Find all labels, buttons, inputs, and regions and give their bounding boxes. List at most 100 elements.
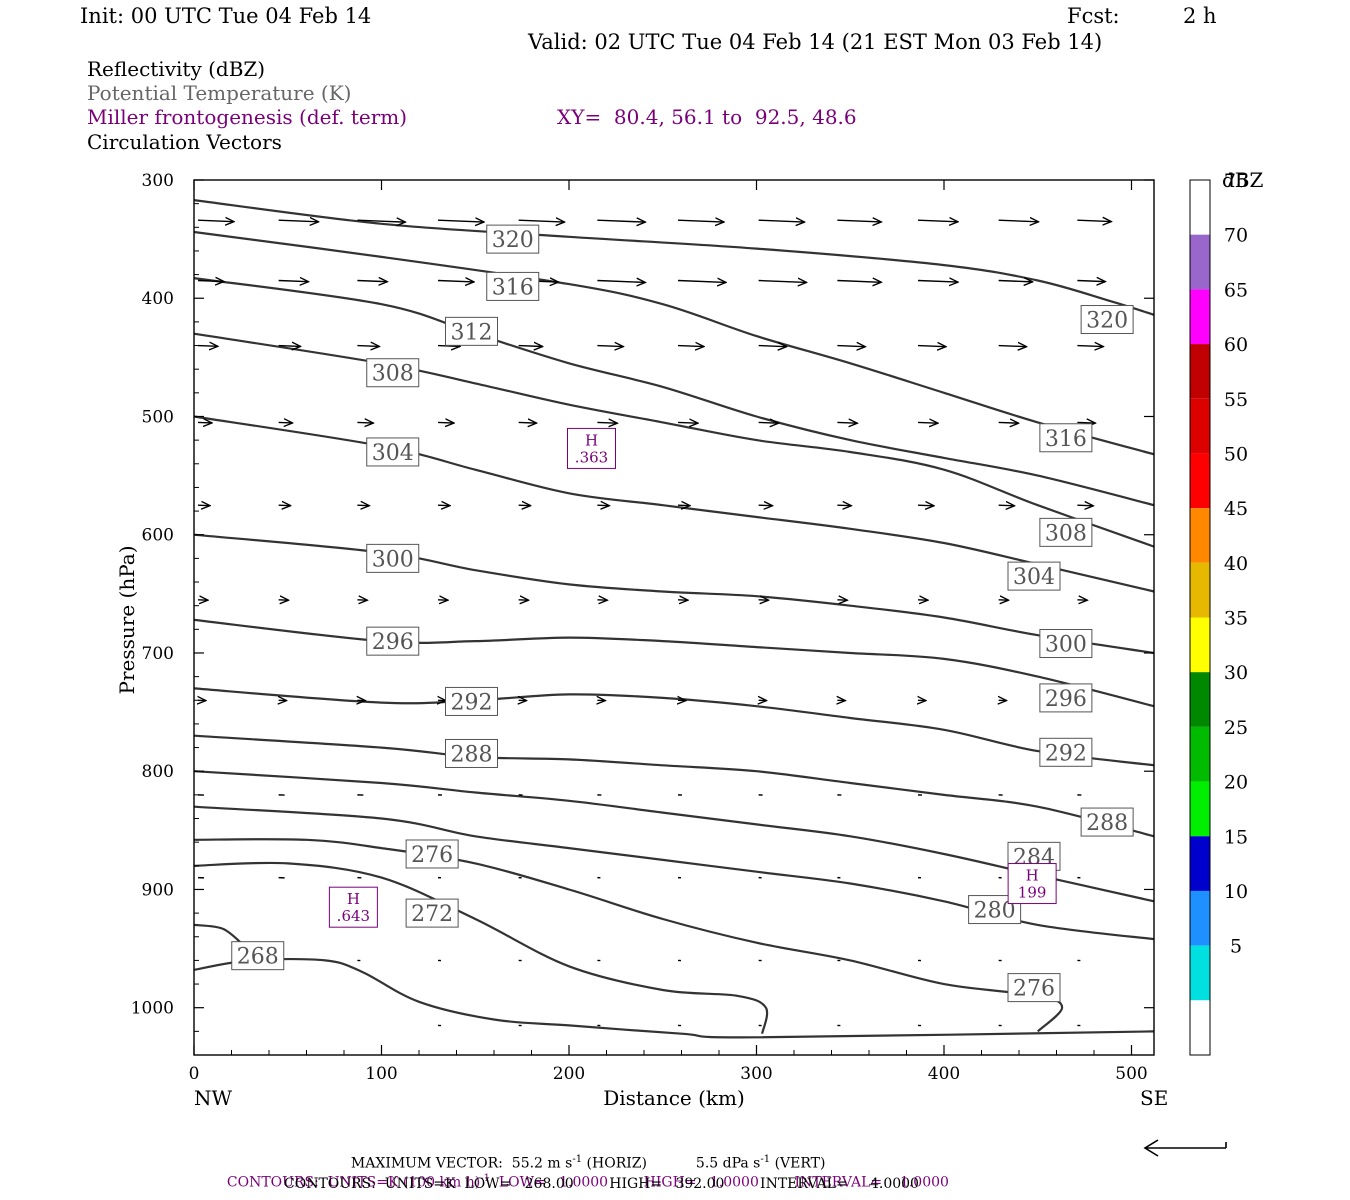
theta-label-box [1080, 305, 1134, 335]
circulation-vector [758, 281, 807, 283]
theta-label-box [1080, 807, 1134, 837]
footer-max-vector: MAXIMUM VECTOR: 55.2 m s-1 (HORIZ) 5.5 d… [342, 1138, 826, 1172]
y-tick-label: 600 [142, 526, 174, 546]
theta-contour-label: 308 [372, 362, 414, 387]
colorbar-swatch [1190, 289, 1210, 345]
y-tick-label: 1000 [131, 999, 174, 1019]
circulation-vector [1077, 505, 1093, 506]
theta-contour-label: 272 [411, 902, 453, 927]
circulation-vector [1077, 220, 1111, 221]
circulation-vector [837, 220, 881, 222]
theta-contour-label: 292 [451, 690, 493, 715]
theta-contour-300 [193, 533, 1155, 655]
circulation-vector [677, 346, 704, 347]
theta-contour-268 [193, 957, 1155, 1039]
colorbar-swatch [1190, 617, 1210, 673]
theta-label-box [486, 271, 540, 301]
x-tick-label: 100 [365, 1064, 397, 1084]
circulation-vector [917, 220, 958, 222]
circulation-vector [437, 220, 484, 222]
theta-contour-284 [193, 770, 1155, 903]
circulation-vector [437, 422, 454, 423]
colorbar-swatch [1190, 180, 1210, 235]
circulation-vector [1077, 422, 1095, 423]
circulation-vector [197, 220, 234, 221]
colorbar-swatch [1190, 945, 1210, 1001]
colorbar-swatch [1190, 508, 1210, 563]
circulation-vector [357, 346, 379, 347]
circulation-vector [998, 220, 1039, 222]
colorbar-tick-label: 20 [1224, 772, 1248, 794]
circulation-vector [837, 346, 865, 347]
x-right-end-label: SE [1140, 1086, 1168, 1110]
circulation-vector [197, 422, 212, 423]
colorbar-swatch [1190, 398, 1210, 454]
circulation-vector [597, 220, 645, 222]
theta-label-box [1039, 517, 1093, 547]
theta-contour-label: 296 [372, 630, 414, 655]
circulation-vector [677, 220, 724, 222]
theta-contour-292 [193, 687, 1155, 767]
theta-label-box [231, 941, 285, 971]
circulation-vector [278, 422, 293, 423]
circulation-vector [1077, 281, 1105, 282]
plot-frame [193, 179, 1155, 1056]
circulation-vector [917, 281, 958, 283]
max-vector-horiz-tag: (HORIZ) [586, 1155, 647, 1172]
theta-contour-label: 300 [1045, 633, 1087, 658]
colorbar-swatch [1190, 672, 1210, 727]
theta-contour-316 [193, 230, 1155, 456]
theta-label-box [405, 839, 459, 869]
frontogenesis-max-value: 199 [1018, 884, 1047, 902]
theta-label-box [1007, 973, 1061, 1003]
footer-fronto-contours: CONTOURS: UNITS=K (100 km h)-1 LOW= 1.00… [218, 1157, 949, 1191]
frontogenesis-max-value: .363 [575, 448, 608, 466]
colorbar-swatch [1190, 453, 1210, 509]
theta-contour-label: 316 [1045, 427, 1087, 452]
theta-label-box [445, 738, 498, 768]
circulation-vector [837, 422, 857, 423]
circulation-vector [998, 505, 1015, 506]
circulation-vector [518, 220, 565, 222]
circulation-vector [278, 346, 301, 347]
circulation-vector [758, 422, 779, 423]
colorbar-tick-label: 45 [1224, 498, 1248, 520]
circulation-vector [518, 346, 543, 347]
theta-label-box [1039, 683, 1093, 713]
circulation-vector [437, 346, 460, 347]
colorbar-swatch [1190, 890, 1210, 946]
colorbar-tick-label: 60 [1224, 334, 1248, 356]
circulation-vector [998, 346, 1027, 347]
theta-label-box [366, 626, 420, 656]
theta-contour-label: 308 [1045, 521, 1087, 546]
colorbar-swatch [1190, 234, 1210, 290]
theta-label-box [366, 437, 420, 467]
circulation-vector [837, 505, 851, 506]
circulation-vector [1077, 346, 1103, 347]
circulation-vector [357, 281, 387, 282]
theta-label-box [366, 358, 420, 388]
y-tick-label: 400 [142, 289, 174, 309]
colorbar-unit: dBZ [1222, 168, 1264, 192]
colorbar-tick-label: 65 [1224, 279, 1248, 301]
max-vector-label: MAXIMUM VECTOR: [350, 1155, 503, 1172]
circulation-vector [837, 281, 881, 283]
reference-vector-icon [1143, 1139, 1227, 1157]
colorbar-swatch-low [1190, 1000, 1210, 1055]
theta-contour-label: 296 [1045, 687, 1087, 712]
circulation-vector [357, 422, 373, 423]
frontogenesis-max-box [567, 427, 616, 469]
y-tick-label: 900 [142, 880, 174, 900]
circulation-vector [197, 281, 224, 282]
circulation-vector [677, 422, 698, 423]
max-vector-vert: 5.5 dPa s [695, 1155, 761, 1172]
y-tick-label: 800 [142, 762, 174, 782]
theta-contour-label: 300 [372, 547, 414, 572]
theta-label-box [445, 686, 498, 716]
y-tick-label: 500 [142, 407, 174, 427]
frontogenesis-max-value: .643 [337, 907, 370, 925]
theta-label-box [1039, 737, 1093, 767]
x-tick-label: 300 [740, 1064, 772, 1084]
theta-contour-0 [193, 923, 242, 944]
colorbar-tick-label: 25 [1224, 717, 1248, 739]
